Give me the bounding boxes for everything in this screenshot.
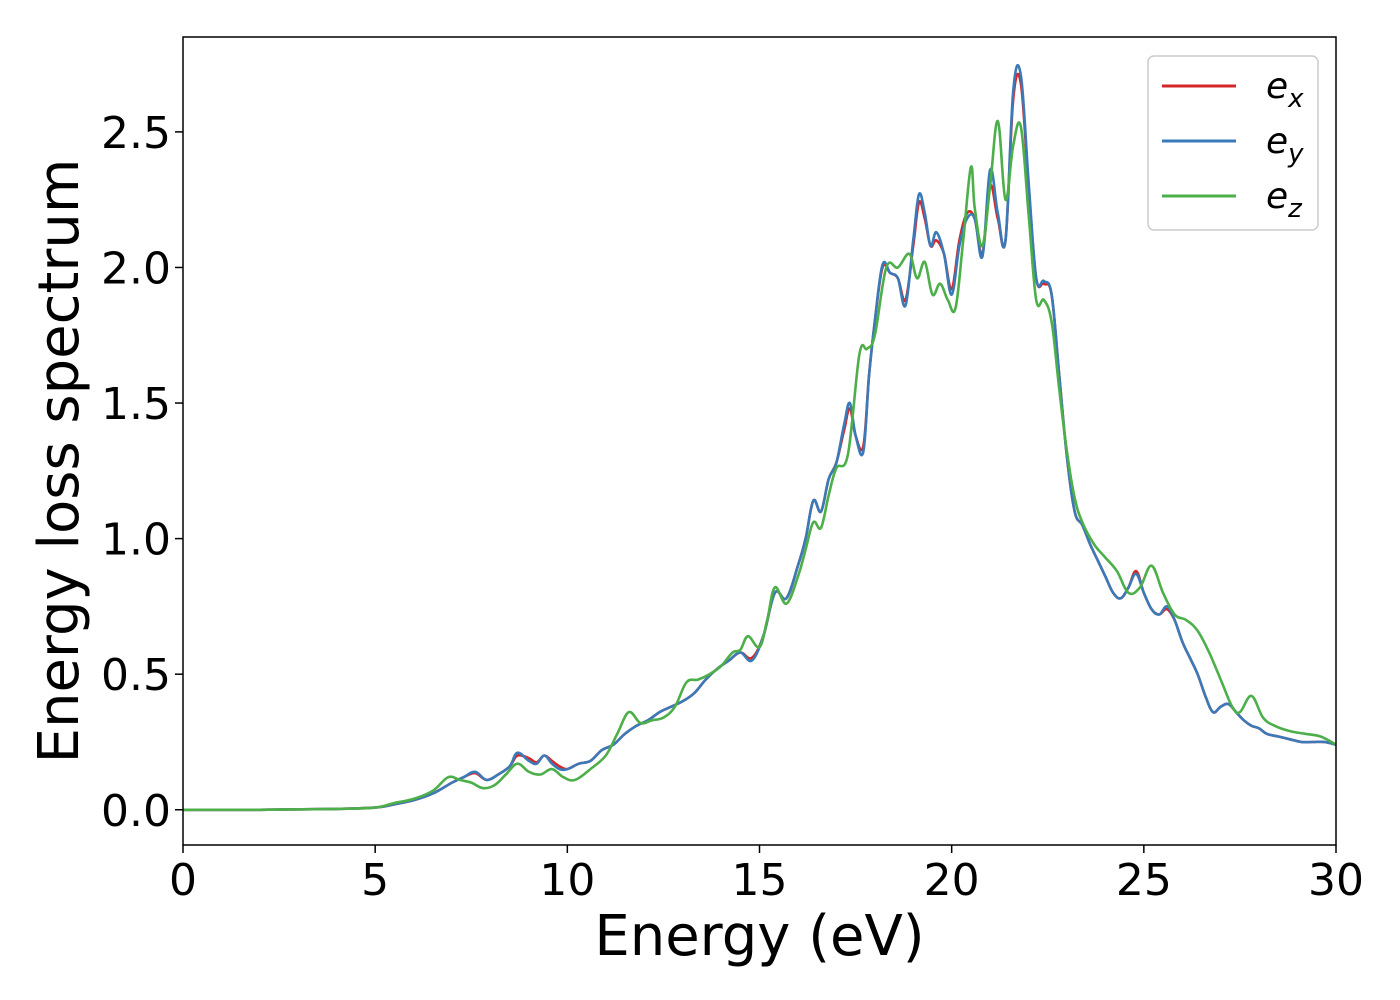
y-tick-label: 2.5 [101, 108, 171, 159]
y-tick-label: 1.5 [101, 379, 171, 430]
legend-box [1147, 55, 1319, 231]
x-tick-label: 25 [1116, 855, 1172, 906]
x-tick-label: 5 [361, 855, 389, 906]
series-lines [183, 63, 1336, 812]
y-tick-label: 1.0 [101, 515, 171, 566]
y-tick-label: 0.0 [101, 786, 171, 837]
x-tick-label: 15 [732, 855, 788, 906]
y-tick-label: 2.0 [101, 243, 171, 294]
x-axis-ticks: 0 5 10 15 20 25 30 [169, 845, 1364, 906]
y-tick-label: 0.5 [101, 650, 171, 701]
x-tick-label: 20 [924, 855, 980, 906]
legend-label-x: ex [1266, 66, 1304, 114]
series-line-z [183, 119, 1336, 812]
y-axis-ticks: 0.0 0.5 1.0 1.5 2.0 2.5 [101, 108, 183, 837]
x-axis-label: Energy (eV) [594, 904, 924, 969]
legend: ex ey ez [1147, 55, 1319, 231]
y-axis-label: Energy loss spectrum [27, 159, 92, 764]
legend-label-z: ez [1266, 176, 1303, 224]
x-tick-label: 30 [1308, 855, 1364, 906]
legend-label-y: ey [1266, 121, 1304, 169]
x-tick-label: 10 [539, 855, 595, 906]
x-tick-label: 0 [169, 855, 197, 906]
